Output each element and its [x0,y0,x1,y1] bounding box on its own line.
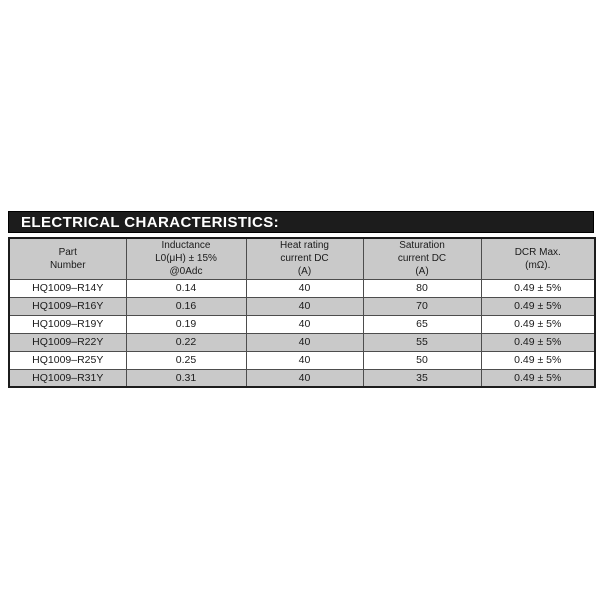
column-header-dcr-max: DCR Max. (mΩ). [480,237,596,280]
cell-heat-rating-current: 40 [245,314,364,334]
cell-part-number: HQ1009–R22Y [8,332,127,352]
table-row: HQ1009–R31Y 0.31 40 35 0.49 ± 5% [8,368,596,388]
cell-part-number: HQ1009–R14Y [8,278,127,298]
cell-dcr-max: 0.49 ± 5% [480,368,596,388]
column-header-saturation-current: Saturation current DC (A) [362,237,482,280]
cell-part-number: HQ1009–R31Y [8,368,127,388]
table-row: HQ1009–R16Y 0.16 40 70 0.49 ± 5% [8,296,596,316]
table-row: HQ1009–R22Y 0.22 40 55 0.49 ± 5% [8,332,596,352]
cell-heat-rating-current: 40 [245,296,364,316]
cell-part-number: HQ1009–R19Y [8,314,127,334]
cell-inductance: 0.31 [125,368,247,388]
section-title: ELECTRICAL CHARACTERISTICS: [21,213,280,231]
cell-heat-rating-current: 40 [245,332,364,352]
table-row: HQ1009–R19Y 0.19 40 65 0.49 ± 5% [8,314,596,334]
cell-inductance: 0.16 [125,296,247,316]
cell-inductance: 0.14 [125,278,247,298]
column-header-heat-rating-current: Heat rating current DC (A) [245,237,364,280]
cell-saturation-current: 35 [362,368,482,388]
table-header-row: Part Number Inductance L0(μH) ± 15% @0Ad… [8,237,596,280]
cell-heat-rating-current: 40 [245,350,364,370]
cell-inductance: 0.22 [125,332,247,352]
cell-part-number: HQ1009–R25Y [8,350,127,370]
section-title-bar: ELECTRICAL CHARACTERISTICS: [8,211,594,233]
electrical-characteristics-section: ELECTRICAL CHARACTERISTICS: Part Number … [8,211,596,388]
cell-saturation-current: 55 [362,332,482,352]
cell-saturation-current: 50 [362,350,482,370]
cell-dcr-max: 0.49 ± 5% [480,314,596,334]
cell-dcr-max: 0.49 ± 5% [480,296,596,316]
column-header-part-number: Part Number [8,237,127,280]
cell-dcr-max: 0.49 ± 5% [480,332,596,352]
table-row: HQ1009–R25Y 0.25 40 50 0.49 ± 5% [8,350,596,370]
cell-dcr-max: 0.49 ± 5% [480,350,596,370]
cell-part-number: HQ1009–R16Y [8,296,127,316]
table-row: HQ1009–R14Y 0.14 40 80 0.49 ± 5% [8,278,596,298]
cell-heat-rating-current: 40 [245,368,364,388]
cell-inductance: 0.19 [125,314,247,334]
cell-saturation-current: 65 [362,314,482,334]
electrical-characteristics-table: Part Number Inductance L0(μH) ± 15% @0Ad… [8,237,596,388]
cell-dcr-max: 0.49 ± 5% [480,278,596,298]
cell-saturation-current: 70 [362,296,482,316]
column-header-inductance: Inductance L0(μH) ± 15% @0Adc [125,237,247,280]
cell-heat-rating-current: 40 [245,278,364,298]
cell-inductance: 0.25 [125,350,247,370]
cell-saturation-current: 80 [362,278,482,298]
